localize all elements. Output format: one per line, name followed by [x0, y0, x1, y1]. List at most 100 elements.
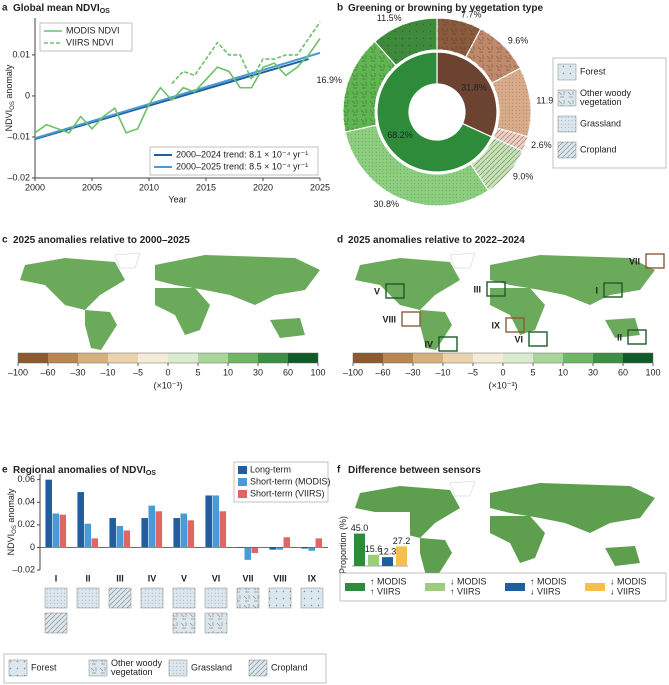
x-tick-label: IV [148, 573, 157, 583]
y-tick-label: 0 [25, 90, 30, 100]
x-tick-label: III [116, 573, 124, 583]
pie-value-label: 68.2% [387, 130, 413, 140]
bar [84, 523, 92, 548]
region-box [627, 329, 647, 345]
colorbar-tick-label: 0 [500, 367, 505, 377]
colorbar-tick-label: 60 [618, 367, 628, 377]
legend-hatch [558, 142, 576, 158]
segment-hatch [374, 18, 437, 66]
legend-label: ↓ VIIRS [610, 586, 641, 596]
legend-hatch [237, 588, 259, 608]
bar [109, 518, 116, 548]
colorbar-swatch [18, 353, 48, 363]
panel-label: c [2, 235, 8, 246]
panel-title: Regional anomalies of NDVIOS [13, 465, 156, 477]
legend-label: ↑ VIIRS [450, 586, 481, 596]
segment-hatch [470, 137, 523, 191]
x-tick-label: VI [212, 573, 221, 583]
colorbar-swatch [138, 353, 168, 363]
bar [283, 537, 291, 548]
pie-value-label: 9.0% [513, 172, 534, 182]
colorbar-tick-label: –10 [100, 367, 115, 377]
legend-hatch [89, 660, 107, 676]
pie-value-label: 30.8% [373, 199, 399, 209]
colorbar-unit: (×10⁻³) [153, 380, 182, 390]
colorbar-tick-label: 60 [283, 367, 293, 377]
y-label-text: Proportion (%) [338, 516, 348, 574]
legend-hatch [249, 660, 267, 676]
pie-value-label: 16.9% [316, 75, 342, 85]
bar [382, 557, 393, 566]
colorbar-swatch [78, 353, 108, 363]
colorbar-swatch [108, 353, 138, 363]
title-text: Difference between sensors [348, 465, 481, 476]
legend-hatch [269, 588, 291, 608]
colorbar-swatch [563, 353, 593, 363]
region-label: I [595, 285, 598, 295]
colorbar-tick-label: 10 [223, 367, 233, 377]
y-axis-label: Proportion (%) [338, 516, 348, 574]
colorbar-tick-label: –30 [70, 367, 85, 377]
bar [244, 547, 252, 560]
title-text: 2025 anomalies relative to 2022–2024 [348, 235, 525, 246]
colorbar-swatch [623, 353, 653, 363]
y-label-text: NDVI [6, 534, 16, 556]
colorbar-tick-label: –60 [375, 367, 390, 377]
bar [52, 513, 60, 548]
x-tick-label: 2015 [196, 182, 216, 192]
legend-hatch [77, 588, 99, 608]
colorbar-tick-label: 10 [558, 367, 568, 377]
colorbar-unit: (×10⁻³) [488, 380, 517, 390]
bar [308, 547, 316, 551]
y-tick-label: –0.02 [12, 564, 35, 574]
y-tick-label: –0.02 [7, 172, 30, 182]
legend-hatch [205, 613, 227, 633]
region-box [385, 283, 405, 299]
bar [315, 538, 323, 548]
colorbar-swatch [533, 353, 563, 363]
x-tick-label: 2025 [310, 182, 330, 192]
bar [187, 520, 195, 548]
legend-label: 2000–2025 trend: 8.5 × 10⁻⁴ yr⁻¹ [176, 161, 308, 171]
y-label-text: NDVI [4, 110, 14, 132]
region-box [401, 311, 421, 327]
title-text: Regional anomalies of NDVI [13, 465, 146, 476]
panel-label: a [2, 3, 8, 14]
colorbar-swatch [383, 353, 413, 363]
legend-label: ↑ VIIRS [370, 586, 401, 596]
y-tick-label: 0.04 [17, 497, 35, 507]
legend-swatch [345, 583, 365, 591]
bar [276, 547, 284, 550]
y-label-text: anomaly [6, 488, 16, 525]
colorbar-tick-label: 30 [253, 367, 263, 377]
y-tick-label: 0.02 [17, 519, 35, 529]
segment-hatch [465, 28, 521, 84]
segment-hatch [493, 128, 528, 151]
colorbar-swatch [198, 353, 228, 363]
legend-label: vegetation [580, 97, 622, 107]
colorbar-tick-label: –5 [468, 367, 478, 377]
x-tick-label: V [181, 573, 187, 583]
pie-segment [436, 51, 498, 138]
legend-box [149, 146, 319, 176]
colorbar-tick-label: –10 [435, 367, 450, 377]
region-label: III [473, 284, 481, 294]
pie-value-label: 11.5% [377, 13, 402, 23]
colorbar-swatch [413, 353, 443, 363]
legend-swatch [585, 583, 605, 591]
colorbar-tick-label: 5 [195, 367, 200, 377]
bar [180, 513, 188, 548]
legend-hatch [558, 64, 576, 80]
legend-label: Grassland [191, 662, 232, 672]
legend-swatch [505, 583, 525, 591]
legend-label: Short-term (VIIRS) [250, 488, 325, 498]
bar [237, 547, 244, 548]
bar [45, 479, 52, 548]
y-axis-label: NDVIOS anomaly [6, 488, 17, 555]
pie-value-label: 2.6% [531, 140, 552, 150]
region-box [438, 336, 458, 352]
legend-hatch [205, 588, 227, 608]
colorbar-tick-label: 5 [530, 367, 535, 377]
bar [301, 547, 308, 549]
x-tick-label: 2020 [253, 182, 273, 192]
